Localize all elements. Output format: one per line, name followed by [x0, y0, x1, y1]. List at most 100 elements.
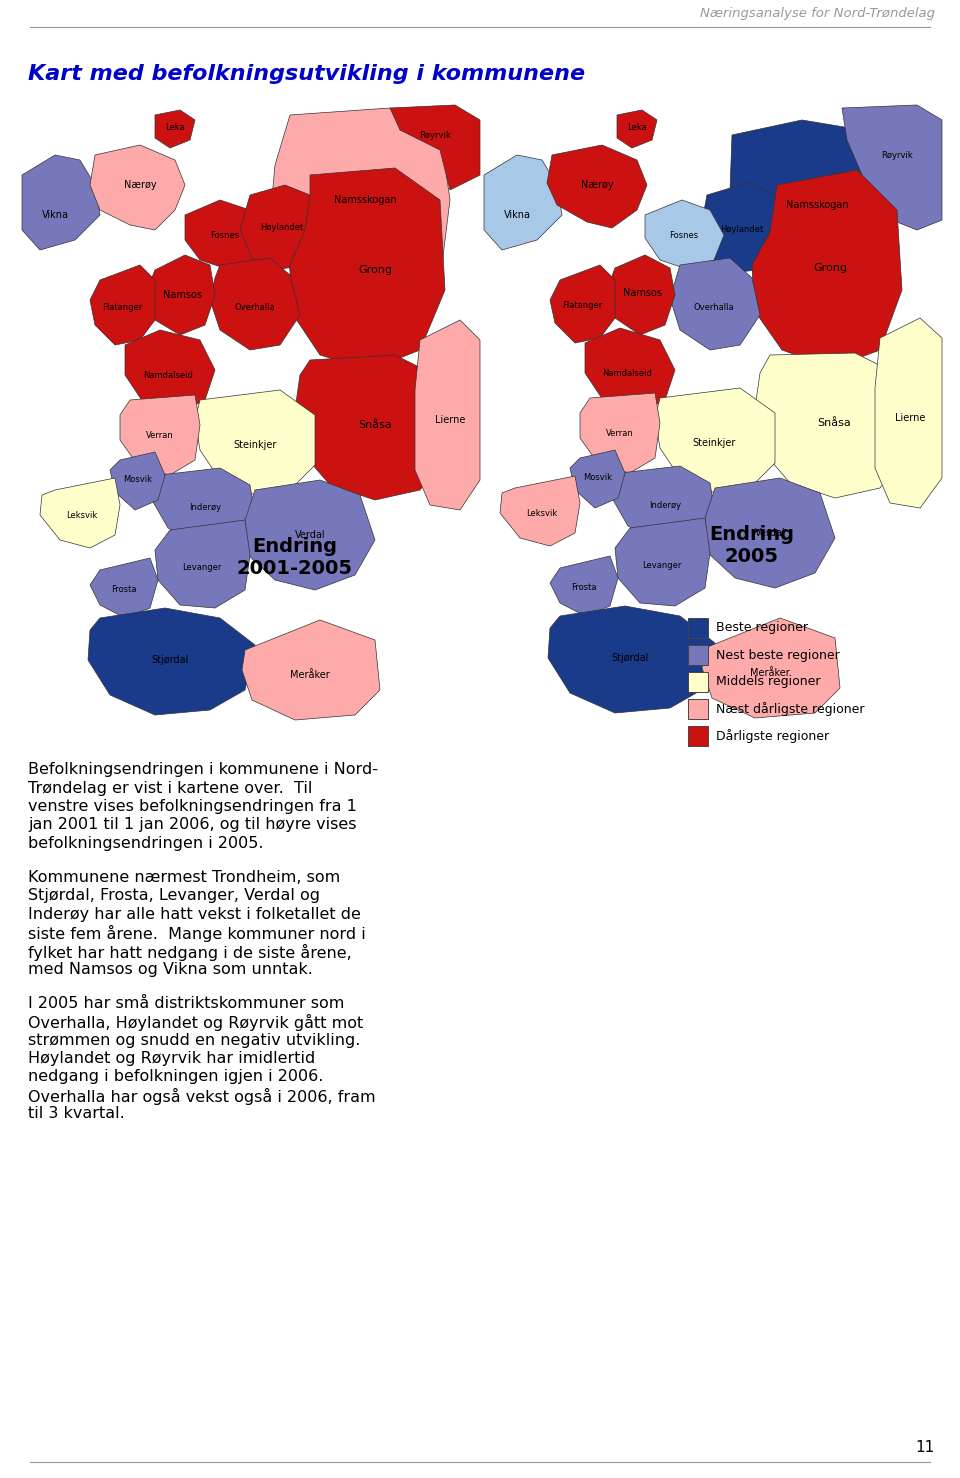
Polygon shape: [240, 185, 320, 270]
Polygon shape: [500, 476, 580, 545]
Text: Snåsa: Snåsa: [358, 420, 392, 430]
Text: Vikna: Vikna: [503, 210, 531, 220]
Polygon shape: [22, 155, 100, 250]
Polygon shape: [145, 256, 215, 336]
Polygon shape: [484, 155, 562, 250]
Text: Fosnes: Fosnes: [669, 231, 699, 239]
Text: Inderøy: Inderøy: [189, 504, 221, 513]
Text: Meråker: Meråker: [750, 668, 790, 678]
Polygon shape: [842, 105, 942, 231]
Text: Frosta: Frosta: [111, 585, 136, 594]
Polygon shape: [550, 556, 618, 616]
Text: Grong: Grong: [813, 263, 847, 273]
Text: Namsskogan: Namsskogan: [334, 195, 396, 205]
Text: befolkningsendringen i 2005.: befolkningsendringen i 2005.: [28, 837, 263, 851]
Bar: [688, 618, 708, 638]
Polygon shape: [548, 606, 715, 712]
Polygon shape: [152, 469, 255, 545]
Polygon shape: [90, 265, 155, 344]
Text: Lierne: Lierne: [895, 412, 925, 423]
Polygon shape: [585, 328, 675, 415]
Polygon shape: [390, 105, 480, 191]
Polygon shape: [645, 200, 724, 270]
Text: Leka: Leka: [165, 124, 185, 133]
Text: Dårligste regioner: Dårligste regioner: [716, 729, 829, 743]
Polygon shape: [90, 559, 158, 618]
Text: Nærøy: Nærøy: [581, 180, 613, 191]
Polygon shape: [730, 120, 897, 296]
Polygon shape: [705, 477, 835, 588]
Text: Trøndelag er vist i kartene over.  Til: Trøndelag er vist i kartene over. Til: [28, 780, 312, 795]
Text: Overhalla: Overhalla: [694, 303, 734, 312]
Polygon shape: [700, 183, 787, 272]
Text: Endring
2005: Endring 2005: [709, 525, 795, 566]
Text: I 2005 har små distriktskommuner som: I 2005 har små distriktskommuner som: [28, 996, 345, 1011]
Text: Namsos: Namsos: [622, 288, 661, 299]
Text: Stjørdal: Stjørdal: [612, 653, 649, 664]
Polygon shape: [185, 200, 265, 270]
Text: Namsskogan: Namsskogan: [785, 200, 849, 210]
Text: Stjørdal: Stjørdal: [152, 655, 189, 665]
Polygon shape: [670, 259, 760, 350]
Polygon shape: [547, 145, 647, 228]
Polygon shape: [550, 265, 615, 343]
Text: venstre vises befolkningsendringen fra 1: venstre vises befolkningsendringen fra 1: [28, 800, 357, 814]
Text: Høylandet: Høylandet: [720, 226, 763, 235]
Text: Verdal: Verdal: [295, 531, 325, 539]
Text: nedgang i befolkningen igjen i 2006.: nedgang i befolkningen igjen i 2006.: [28, 1070, 324, 1085]
Text: Næringsanalyse for Nord-Trøndelag: Næringsanalyse for Nord-Trøndelag: [700, 7, 935, 21]
Text: Namsos: Namsos: [162, 290, 202, 300]
Polygon shape: [295, 355, 450, 500]
Text: Levanger: Levanger: [642, 562, 682, 571]
Text: Mosvik: Mosvik: [584, 473, 612, 482]
Polygon shape: [242, 619, 380, 720]
Text: Fosnes: Fosnes: [210, 231, 240, 239]
Text: Endring
2001-2005: Endring 2001-2005: [237, 538, 353, 578]
Bar: [688, 726, 708, 746]
Text: til 3 kvartal.: til 3 kvartal.: [28, 1107, 125, 1122]
Text: Høylandet og Røyrvik har imidlertid: Høylandet og Røyrvik har imidlertid: [28, 1051, 315, 1066]
Polygon shape: [270, 108, 450, 310]
Text: Inderøy: Inderøy: [649, 501, 681, 510]
Text: Middels regioner: Middels regioner: [716, 675, 821, 689]
Text: strømmen og snudd en negativ utvikling.: strømmen og snudd en negativ utvikling.: [28, 1033, 360, 1048]
Polygon shape: [210, 259, 300, 350]
Polygon shape: [580, 393, 660, 473]
Text: Leksvik: Leksvik: [66, 510, 98, 519]
Text: Høylandet: Høylandet: [260, 223, 303, 232]
Text: Mosvik: Mosvik: [124, 476, 153, 485]
Text: med Namsos og Vikna som unntak.: med Namsos og Vikna som unntak.: [28, 962, 313, 977]
Text: Verran: Verran: [606, 429, 634, 437]
Bar: [688, 672, 708, 692]
Text: Røyrvik: Røyrvik: [420, 130, 451, 139]
Polygon shape: [110, 452, 165, 510]
Text: Verran: Verran: [146, 430, 174, 439]
Polygon shape: [245, 480, 375, 590]
Text: Namdalseid: Namdalseid: [602, 368, 652, 377]
Polygon shape: [290, 168, 445, 370]
Polygon shape: [40, 477, 120, 548]
Polygon shape: [617, 109, 657, 148]
Text: Befolkningsendringen i kommunene i Nord-: Befolkningsendringen i kommunene i Nord-: [28, 763, 378, 777]
Text: Leka: Leka: [627, 124, 647, 133]
Polygon shape: [195, 390, 315, 495]
Text: Leksvik: Leksvik: [526, 508, 558, 517]
Polygon shape: [655, 389, 775, 494]
Text: 11: 11: [916, 1440, 935, 1454]
Polygon shape: [155, 109, 195, 148]
Text: Meråker: Meråker: [290, 670, 330, 680]
Polygon shape: [615, 517, 710, 606]
Polygon shape: [702, 618, 840, 718]
Text: Overhalla har også vekst også i 2006, fram: Overhalla har også vekst også i 2006, fr…: [28, 1088, 375, 1106]
Text: siste fem årene.  Mange kommuner nord i: siste fem årene. Mange kommuner nord i: [28, 925, 366, 941]
Polygon shape: [875, 318, 942, 508]
Text: Namdalseid: Namdalseid: [143, 371, 193, 380]
Polygon shape: [125, 330, 215, 415]
Polygon shape: [752, 170, 902, 368]
Text: Levanger: Levanger: [182, 563, 222, 572]
Text: Nest beste regioner: Nest beste regioner: [716, 649, 840, 662]
Bar: [688, 699, 708, 718]
Text: Lierne: Lierne: [435, 415, 466, 426]
Polygon shape: [155, 520, 250, 607]
Bar: [688, 644, 708, 665]
